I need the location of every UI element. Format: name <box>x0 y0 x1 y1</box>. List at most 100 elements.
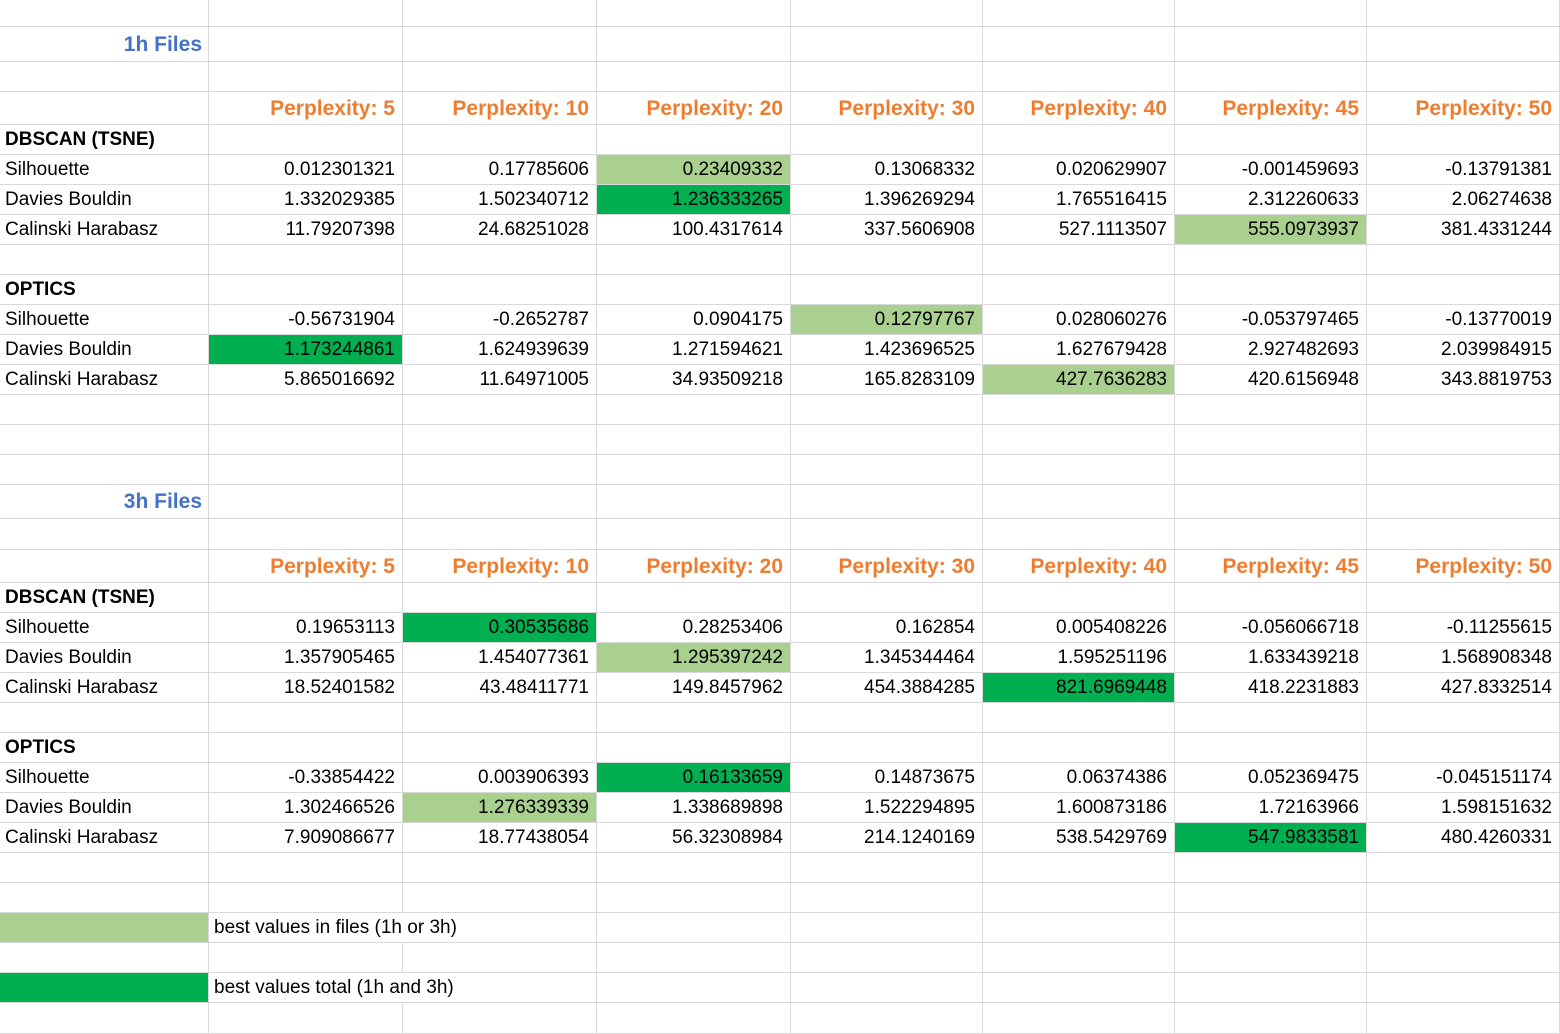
empty-cell[interactable] <box>597 973 791 1003</box>
value-cell[interactable]: 381.4331244 <box>1367 215 1560 245</box>
empty-cell[interactable] <box>597 853 791 883</box>
perplexity-header[interactable]: Perplexity: 10 <box>403 550 597 583</box>
empty-cell[interactable] <box>403 0 597 27</box>
empty-cell[interactable] <box>403 245 597 275</box>
empty-cell[interactable] <box>983 455 1175 485</box>
metric-label[interactable]: Davies Bouldin <box>0 335 209 365</box>
value-cell[interactable]: 1.633439218 <box>1175 643 1367 673</box>
empty-cell[interactable] <box>983 27 1175 62</box>
group-title[interactable]: DBSCAN (TSNE) <box>0 125 209 155</box>
empty-cell[interactable] <box>791 973 983 1003</box>
empty-cell[interactable] <box>597 943 791 973</box>
legend-swatch[interactable] <box>0 913 209 943</box>
value-cell[interactable]: 0.020629907 <box>983 155 1175 185</box>
highlighted-value-cell[interactable]: 1.236333265 <box>597 185 791 215</box>
empty-cell[interactable] <box>1175 943 1367 973</box>
metric-label[interactable]: Calinski Harabasz <box>0 215 209 245</box>
empty-cell[interactable] <box>0 519 209 550</box>
value-cell[interactable]: 0.003906393 <box>403 763 597 793</box>
empty-cell[interactable] <box>1367 395 1560 425</box>
empty-cell[interactable] <box>1175 733 1367 763</box>
empty-cell[interactable] <box>1175 1003 1367 1034</box>
value-cell[interactable]: 1.357905465 <box>209 643 403 673</box>
empty-cell[interactable] <box>0 425 209 455</box>
empty-cell[interactable] <box>597 395 791 425</box>
empty-cell[interactable] <box>597 0 791 27</box>
empty-cell[interactable] <box>1175 275 1367 305</box>
empty-cell[interactable] <box>983 943 1175 973</box>
value-cell[interactable]: 420.6156948 <box>1175 365 1367 395</box>
empty-cell[interactable] <box>597 519 791 550</box>
empty-cell[interactable] <box>791 1003 983 1034</box>
value-cell[interactable]: 0.012301321 <box>209 155 403 185</box>
empty-cell[interactable] <box>1175 853 1367 883</box>
value-cell[interactable]: 0.06374386 <box>983 763 1175 793</box>
empty-cell[interactable] <box>791 733 983 763</box>
empty-cell[interactable] <box>1367 425 1560 455</box>
empty-cell[interactable] <box>791 62 983 92</box>
empty-cell[interactable] <box>597 245 791 275</box>
empty-cell[interactable] <box>403 519 597 550</box>
group-title[interactable]: OPTICS <box>0 275 209 305</box>
empty-cell[interactable] <box>791 275 983 305</box>
value-cell[interactable]: 0.17785606 <box>403 155 597 185</box>
perplexity-header[interactable]: Perplexity: 30 <box>791 92 983 125</box>
value-cell[interactable]: -0.56731904 <box>209 305 403 335</box>
value-cell[interactable]: 2.927482693 <box>1175 335 1367 365</box>
empty-cell[interactable] <box>791 0 983 27</box>
empty-cell[interactable] <box>1367 973 1560 1003</box>
empty-cell[interactable] <box>403 703 597 733</box>
value-cell[interactable]: 165.8283109 <box>791 365 983 395</box>
empty-cell[interactable] <box>1175 485 1367 519</box>
value-cell[interactable]: 1.332029385 <box>209 185 403 215</box>
perplexity-header[interactable]: Perplexity: 5 <box>209 92 403 125</box>
empty-cell[interactable] <box>1367 733 1560 763</box>
metric-label[interactable]: Silhouette <box>0 763 209 793</box>
perplexity-header[interactable]: Perplexity: 40 <box>983 550 1175 583</box>
value-cell[interactable]: 454.3884285 <box>791 673 983 703</box>
empty-cell[interactable] <box>597 62 791 92</box>
empty-cell[interactable] <box>1367 913 1560 943</box>
highlighted-value-cell[interactable]: 1.276339339 <box>403 793 597 823</box>
empty-cell[interactable] <box>597 425 791 455</box>
empty-cell[interactable] <box>1175 973 1367 1003</box>
value-cell[interactable]: -0.001459693 <box>1175 155 1367 185</box>
empty-cell[interactable] <box>1175 883 1367 913</box>
empty-cell[interactable] <box>1175 62 1367 92</box>
value-cell[interactable]: 1.624939639 <box>403 335 597 365</box>
metric-label[interactable]: Silhouette <box>0 305 209 335</box>
empty-cell[interactable] <box>209 883 403 913</box>
value-cell[interactable]: 527.1113507 <box>983 215 1175 245</box>
group-title[interactable]: OPTICS <box>0 733 209 763</box>
empty-cell[interactable] <box>209 455 403 485</box>
empty-cell[interactable] <box>0 943 209 973</box>
empty-cell[interactable] <box>209 519 403 550</box>
value-cell[interactable]: 1.345344464 <box>791 643 983 673</box>
empty-cell[interactable] <box>791 583 983 613</box>
empty-cell[interactable] <box>209 395 403 425</box>
empty-cell[interactable] <box>597 583 791 613</box>
value-cell[interactable]: -0.13770019 <box>1367 305 1560 335</box>
highlighted-value-cell[interactable]: 0.12797767 <box>791 305 983 335</box>
perplexity-header[interactable]: Perplexity: 50 <box>1367 92 1560 125</box>
legend-label[interactable]: best values total (1h and 3h) <box>209 973 454 1003</box>
empty-cell[interactable] <box>983 395 1175 425</box>
value-cell[interactable]: 1.454077361 <box>403 643 597 673</box>
perplexity-header[interactable]: Perplexity: 45 <box>1175 92 1367 125</box>
value-cell[interactable]: 7.909086677 <box>209 823 403 853</box>
empty-cell[interactable] <box>1175 455 1367 485</box>
empty-cell[interactable] <box>403 27 597 62</box>
empty-cell[interactable] <box>403 485 597 519</box>
empty-cell[interactable] <box>983 125 1175 155</box>
value-cell[interactable]: 18.77438054 <box>403 823 597 853</box>
highlighted-value-cell[interactable]: 1.173244861 <box>209 335 403 365</box>
metric-label[interactable]: Silhouette <box>0 155 209 185</box>
perplexity-header[interactable]: Perplexity: 45 <box>1175 550 1367 583</box>
empty-cell[interactable] <box>209 733 403 763</box>
value-cell[interactable]: 56.32308984 <box>597 823 791 853</box>
empty-cell[interactable] <box>983 733 1175 763</box>
empty-cell[interactable] <box>1367 703 1560 733</box>
empty-cell[interactable] <box>209 27 403 62</box>
section-title[interactable]: 3h Files <box>0 485 209 519</box>
highlighted-value-cell[interactable]: 0.23409332 <box>597 155 791 185</box>
